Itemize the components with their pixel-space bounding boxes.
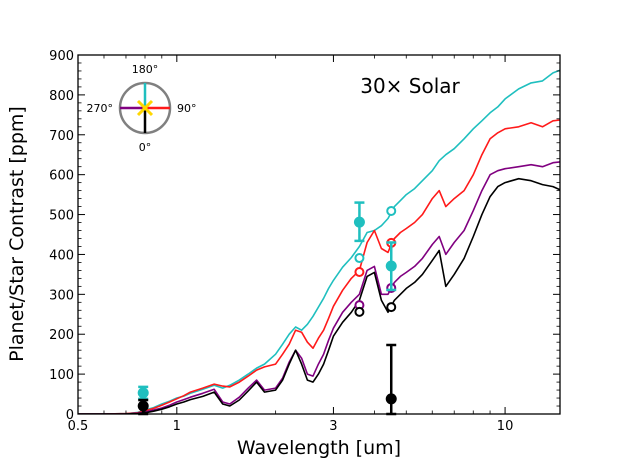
model-point-1-0	[354, 266, 365, 277]
star-marker-icon	[136, 99, 154, 117]
ticks: 0 100 200 300 400 500 600 700 800 900 0.5 1 3 10	[49, 49, 560, 434]
y-axis-label: Planet/Star Contrast [ppm]	[6, 106, 28, 362]
observed-point-0-1	[353, 216, 365, 228]
x-tick-label: 0.5	[68, 419, 89, 434]
annotation-30x-solar: 30× Solar	[360, 74, 460, 98]
model-point-3-1	[386, 302, 397, 313]
plot-frame	[77, 54, 561, 415]
model-point-3-0	[354, 306, 365, 317]
compass-label-90: 90°	[177, 102, 197, 115]
observed-point-1-0	[137, 400, 149, 412]
series-line-2	[78, 161, 560, 414]
compass-label-270: 270°	[87, 102, 114, 115]
y-tick-label: 0	[66, 408, 74, 423]
series-line-3	[78, 177, 560, 414]
x-axis-label: Wavelength [um]	[237, 437, 401, 459]
y-tick-label: 800	[49, 89, 74, 104]
model-curves	[78, 69, 560, 414]
model-point-0-0	[354, 253, 365, 264]
y-tick-label: 500	[49, 209, 74, 224]
series-line-1	[78, 119, 560, 414]
y-tick-label: 100	[49, 368, 74, 383]
y-tick-label: 300	[49, 288, 74, 303]
x-tick-label: 1	[173, 419, 181, 434]
y-tick-label: 400	[49, 248, 74, 263]
phase-compass-legend: 180° 90° 0° 270°	[87, 63, 197, 154]
y-tick-label: 900	[49, 49, 74, 64]
data-markers	[137, 201, 397, 416]
axes	[77, 54, 561, 415]
y-tick-label: 700	[49, 129, 74, 144]
observed-point-1-1	[385, 393, 397, 405]
compass-label-0: 0°	[139, 141, 152, 154]
compass-label-180: 180°	[132, 63, 159, 76]
x-tick-label: 10	[497, 419, 514, 434]
model-point-0-1	[386, 205, 397, 216]
x-tick-label: 3	[329, 419, 337, 434]
y-tick-label: 600	[49, 169, 74, 184]
y-tick-label: 200	[49, 328, 74, 343]
observed-point-0-2	[385, 260, 397, 272]
observed-point-0-0	[137, 387, 149, 399]
